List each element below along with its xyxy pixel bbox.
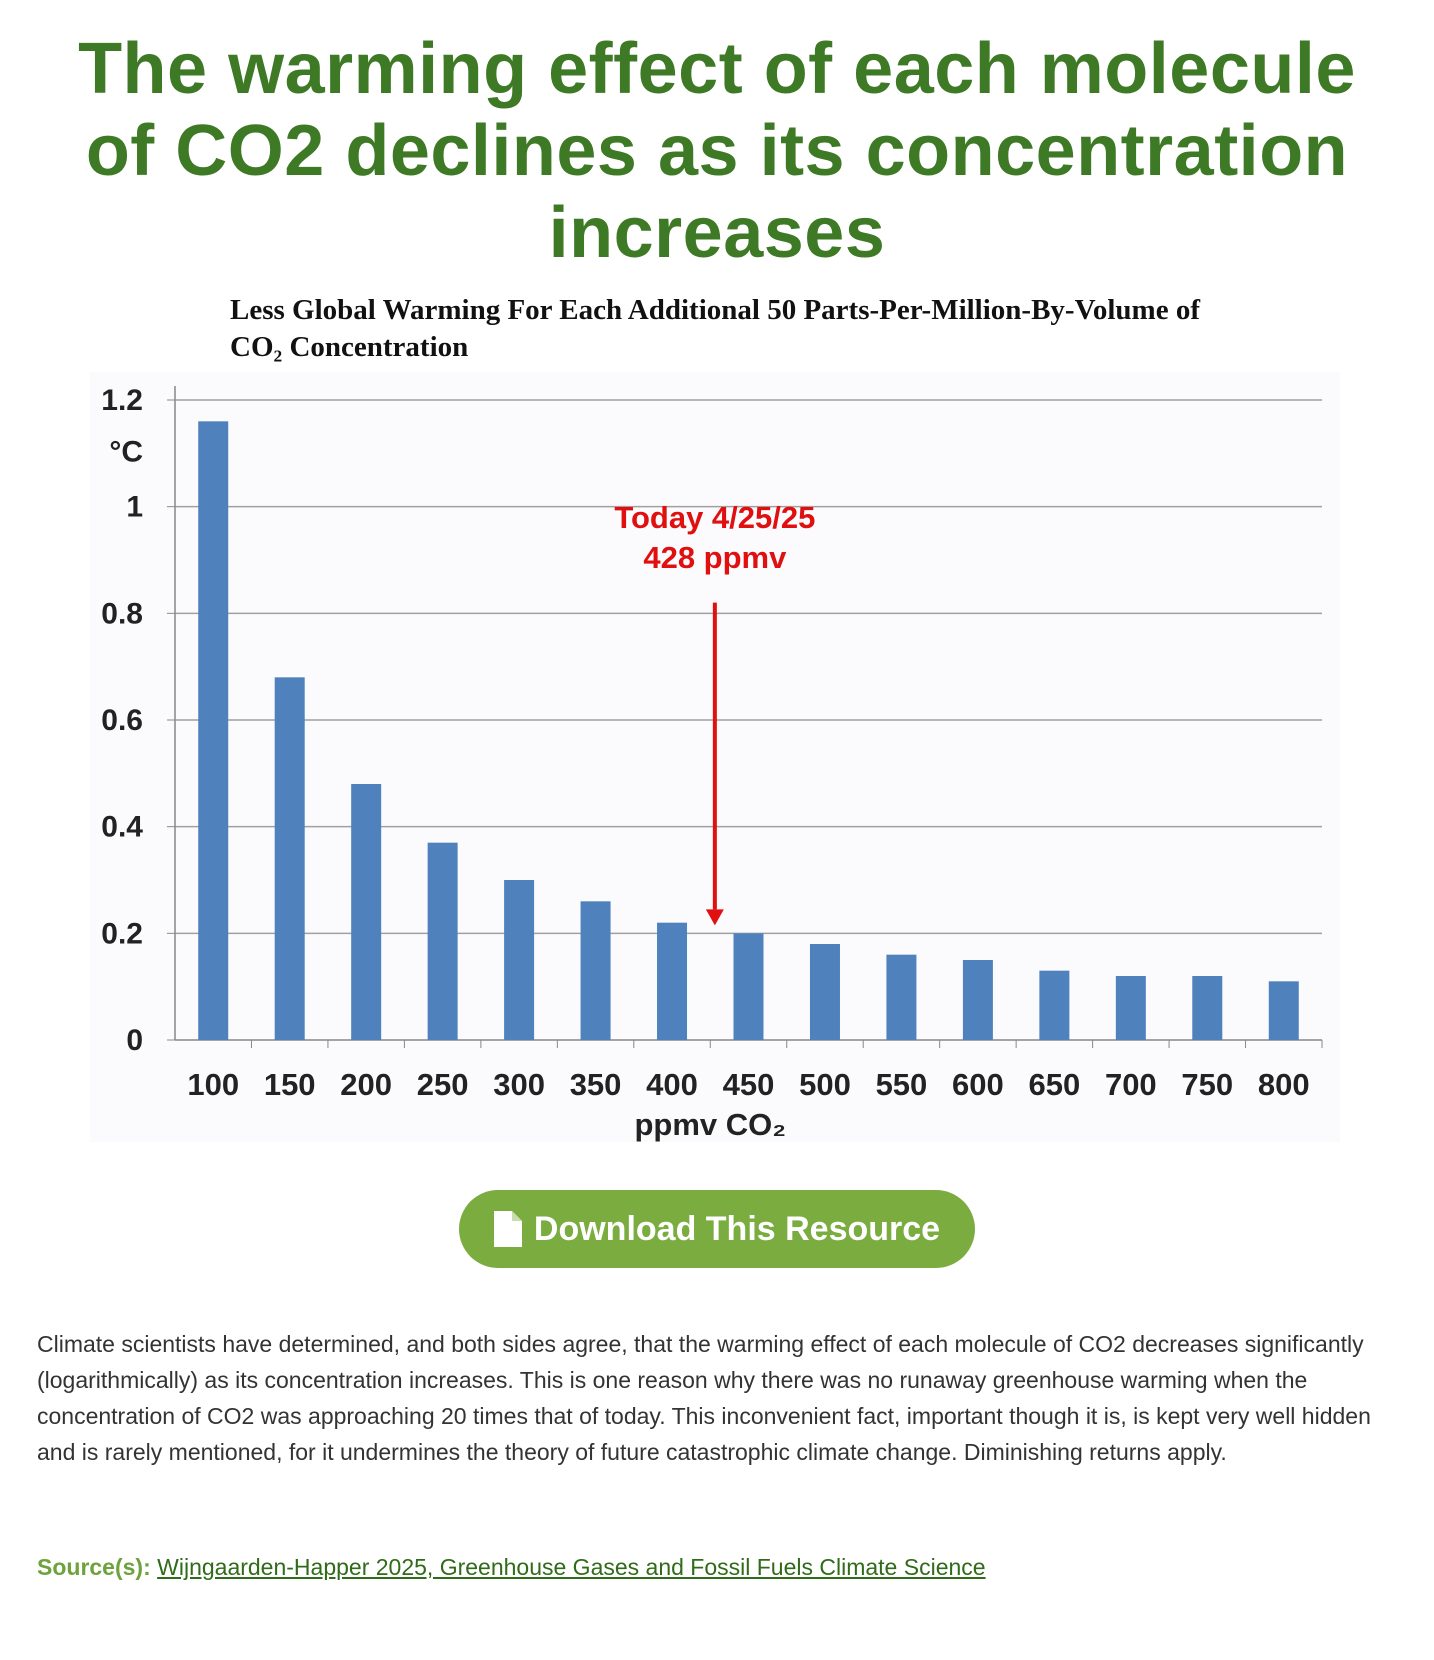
annotation-value: 428 ppmv xyxy=(643,540,787,575)
page-title: The warming effect of each molecule of C… xyxy=(78,29,1356,273)
file-icon xyxy=(493,1211,522,1247)
chart-title: Less Global Warming For Each Additional … xyxy=(230,294,1200,363)
bar-250 xyxy=(427,842,458,1040)
y-tick-label: 0.2 xyxy=(101,917,143,950)
y-tick-label: 1 xyxy=(126,491,143,524)
bar-750 xyxy=(1192,976,1223,1040)
bar-150 xyxy=(274,677,305,1040)
x-tick-label: 650 xyxy=(1028,1067,1080,1102)
source-label: Source(s): xyxy=(37,1554,151,1580)
bar-200 xyxy=(351,784,382,1040)
y-tick-label: 0 xyxy=(126,1024,143,1057)
description: Climate scientists have determined, and … xyxy=(37,1331,1371,1465)
x-tick-label: 750 xyxy=(1181,1067,1233,1102)
x-tick-label: 350 xyxy=(570,1067,622,1102)
download-button[interactable]: Download This Resource xyxy=(459,1190,975,1268)
x-tick-label: 200 xyxy=(340,1067,392,1102)
y-tick-label: 0.4 xyxy=(101,811,143,844)
bar-800 xyxy=(1268,981,1299,1040)
annotation-date: Today 4/25/25 xyxy=(614,500,815,535)
y-tick-label: 0.8 xyxy=(101,597,143,630)
x-tick-label: 600 xyxy=(952,1067,1004,1102)
bar-700 xyxy=(1115,976,1146,1040)
x-tick-label: 700 xyxy=(1105,1067,1157,1102)
x-tick-label: 550 xyxy=(876,1067,928,1102)
x-tick-label: 500 xyxy=(799,1067,851,1102)
bar-500 xyxy=(809,944,840,1040)
x-tick-label: 100 xyxy=(187,1067,239,1102)
y-tick-label: 1.2 xyxy=(101,384,143,417)
x-tick-label: 400 xyxy=(646,1067,698,1102)
y-tick-label: 0.6 xyxy=(101,704,143,737)
download-label: Download This Resource xyxy=(533,1209,941,1248)
bar-650 xyxy=(1039,970,1070,1040)
x-axis-label: ppmv CO₂ xyxy=(634,1107,786,1142)
x-tick-label: 150 xyxy=(264,1067,316,1102)
bar-100 xyxy=(198,421,229,1040)
bar-600 xyxy=(962,960,993,1040)
source-link[interactable]: Wijngaarden-Happer 2025, Greenhouse Gase… xyxy=(157,1554,986,1580)
x-tick-label: 800 xyxy=(1258,1067,1310,1102)
bar-350 xyxy=(580,901,611,1040)
y-axis-label: °C xyxy=(109,435,143,468)
x-tick-label: 250 xyxy=(417,1067,469,1102)
annotation-arrow-head xyxy=(705,909,724,926)
chart: 0 0.2 0.4 0.6 0.8 1 1.2 °C 100 150 200 250 300 350 400… xyxy=(90,372,1340,1142)
bar-550 xyxy=(886,954,917,1040)
x-tick-label: 300 xyxy=(493,1067,545,1102)
bar-chart: 0 0.2 0.4 0.6 0.8 1 1.2 °C 100 150 200 250 300 350 400… xyxy=(90,372,1340,1142)
bar-300 xyxy=(504,880,535,1040)
source-line: Source(s): Wijngaarden-Happer 2025, Gree… xyxy=(37,1554,1434,1580)
bar-450 xyxy=(733,933,764,1040)
bar-400 xyxy=(657,922,688,1040)
x-tick-label: 450 xyxy=(723,1067,775,1102)
